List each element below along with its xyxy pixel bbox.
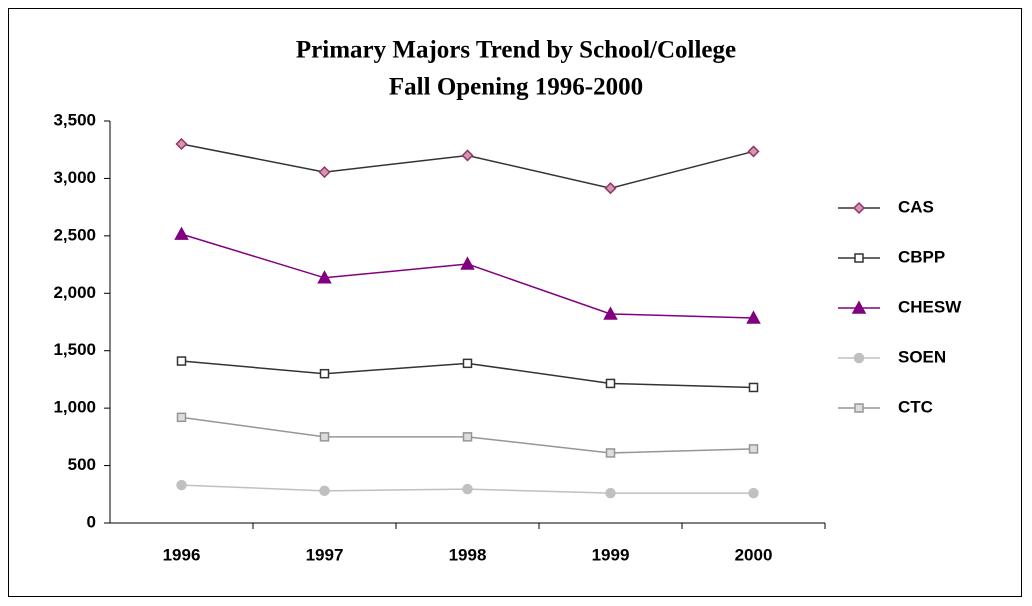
marker	[176, 479, 187, 491]
marker	[462, 358, 473, 369]
y-tick-label: 1,000	[53, 398, 96, 417]
marker	[603, 306, 618, 320]
marker	[604, 182, 617, 195]
marker	[176, 412, 187, 423]
marker	[605, 487, 616, 499]
x-tick-label: 1999	[592, 545, 630, 564]
y-tick-label: 3,500	[53, 110, 96, 129]
marker	[747, 145, 760, 158]
chart-border	[8, 8, 1022, 597]
y-tick-label: 2,500	[53, 225, 96, 244]
marker	[319, 485, 330, 497]
y-tick-label: 1,500	[53, 340, 96, 359]
legend-label: CAS	[898, 197, 934, 216]
y-tick-label: 2,000	[53, 283, 96, 302]
y-tick-label: 500	[68, 455, 96, 474]
legend-label: CTC	[898, 397, 933, 416]
marker	[854, 403, 864, 413]
marker	[854, 253, 864, 263]
marker	[317, 270, 332, 284]
chart-title: Primary Majors Trend by School/College	[296, 37, 736, 64]
marker	[605, 378, 616, 389]
legend-label: SOEN	[898, 347, 946, 366]
marker	[853, 352, 865, 364]
x-tick-label: 1998	[449, 545, 487, 564]
marker	[319, 432, 330, 442]
marker	[605, 448, 616, 458]
marker	[748, 444, 759, 454]
marker	[851, 300, 867, 314]
x-tick-label: 1996	[163, 545, 201, 564]
marker	[462, 483, 473, 495]
legend-label: CBPP	[898, 247, 945, 266]
marker	[318, 166, 331, 179]
marker	[176, 356, 187, 366]
marker	[319, 368, 330, 379]
marker	[852, 201, 866, 215]
marker	[462, 432, 473, 442]
marker	[174, 226, 189, 240]
legend-label: CHESW	[898, 297, 962, 316]
marker	[461, 149, 474, 162]
y-tick-label: 3,000	[53, 168, 96, 187]
x-tick-label: 1997	[306, 545, 344, 564]
marker	[746, 310, 761, 324]
y-tick-label: 0	[87, 512, 96, 531]
marker	[460, 256, 475, 270]
x-tick-label: 2000	[735, 545, 773, 564]
marker	[748, 382, 759, 393]
marker	[175, 137, 188, 151]
chart-subtitle: Fall Opening 1996-2000	[389, 74, 643, 101]
marker	[748, 487, 759, 499]
